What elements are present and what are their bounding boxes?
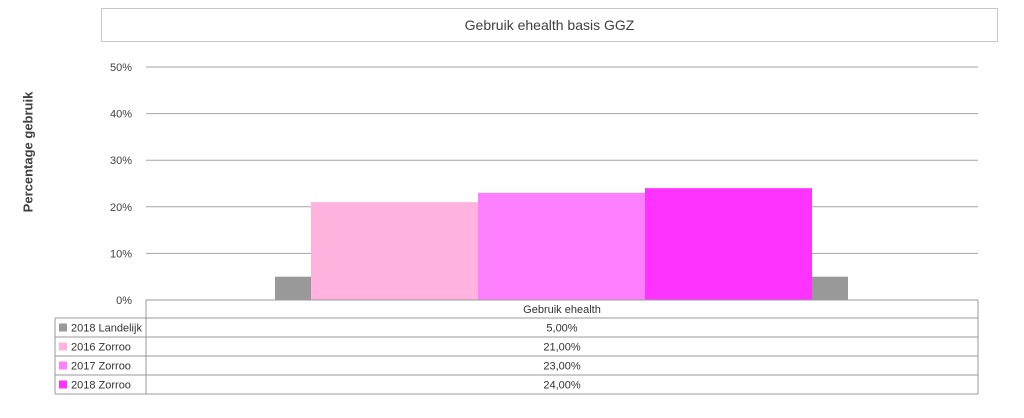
chart-title: Gebruik ehealth basis GGZ xyxy=(464,17,635,33)
data-label: 23,00% xyxy=(543,361,581,373)
legend-label: 2018 Zorroo xyxy=(71,380,131,392)
chart-title-box: Gebruik ehealth basis GGZ xyxy=(101,8,998,42)
y-tick-label: 20% xyxy=(110,202,132,214)
y-tick-label: 0% xyxy=(116,295,132,307)
data-label: 24,00% xyxy=(543,380,581,392)
bar-2016-zorroo xyxy=(311,202,478,300)
legend-label: 2016 Zorroo xyxy=(71,342,131,354)
legend-label: 2018 Landelijk xyxy=(71,323,142,335)
category-label: Gebruik ehealth xyxy=(523,304,601,316)
y-tick-label: 10% xyxy=(110,248,132,260)
y-tick-label: 40% xyxy=(110,109,132,121)
legend-swatch xyxy=(59,342,67,351)
legend-swatch xyxy=(59,380,67,389)
data-label: 21,00% xyxy=(543,342,581,354)
data-label: 5,00% xyxy=(546,323,577,335)
y-tick-label: 30% xyxy=(110,155,132,167)
legend-label: 2017 Zorroo xyxy=(71,361,131,373)
bar-2018-zorroo xyxy=(645,188,812,300)
legend-swatch xyxy=(59,323,67,332)
bar-2017-zorroo xyxy=(478,192,645,300)
legend-swatch xyxy=(59,361,67,370)
y-tick-label: 50% xyxy=(110,62,132,74)
